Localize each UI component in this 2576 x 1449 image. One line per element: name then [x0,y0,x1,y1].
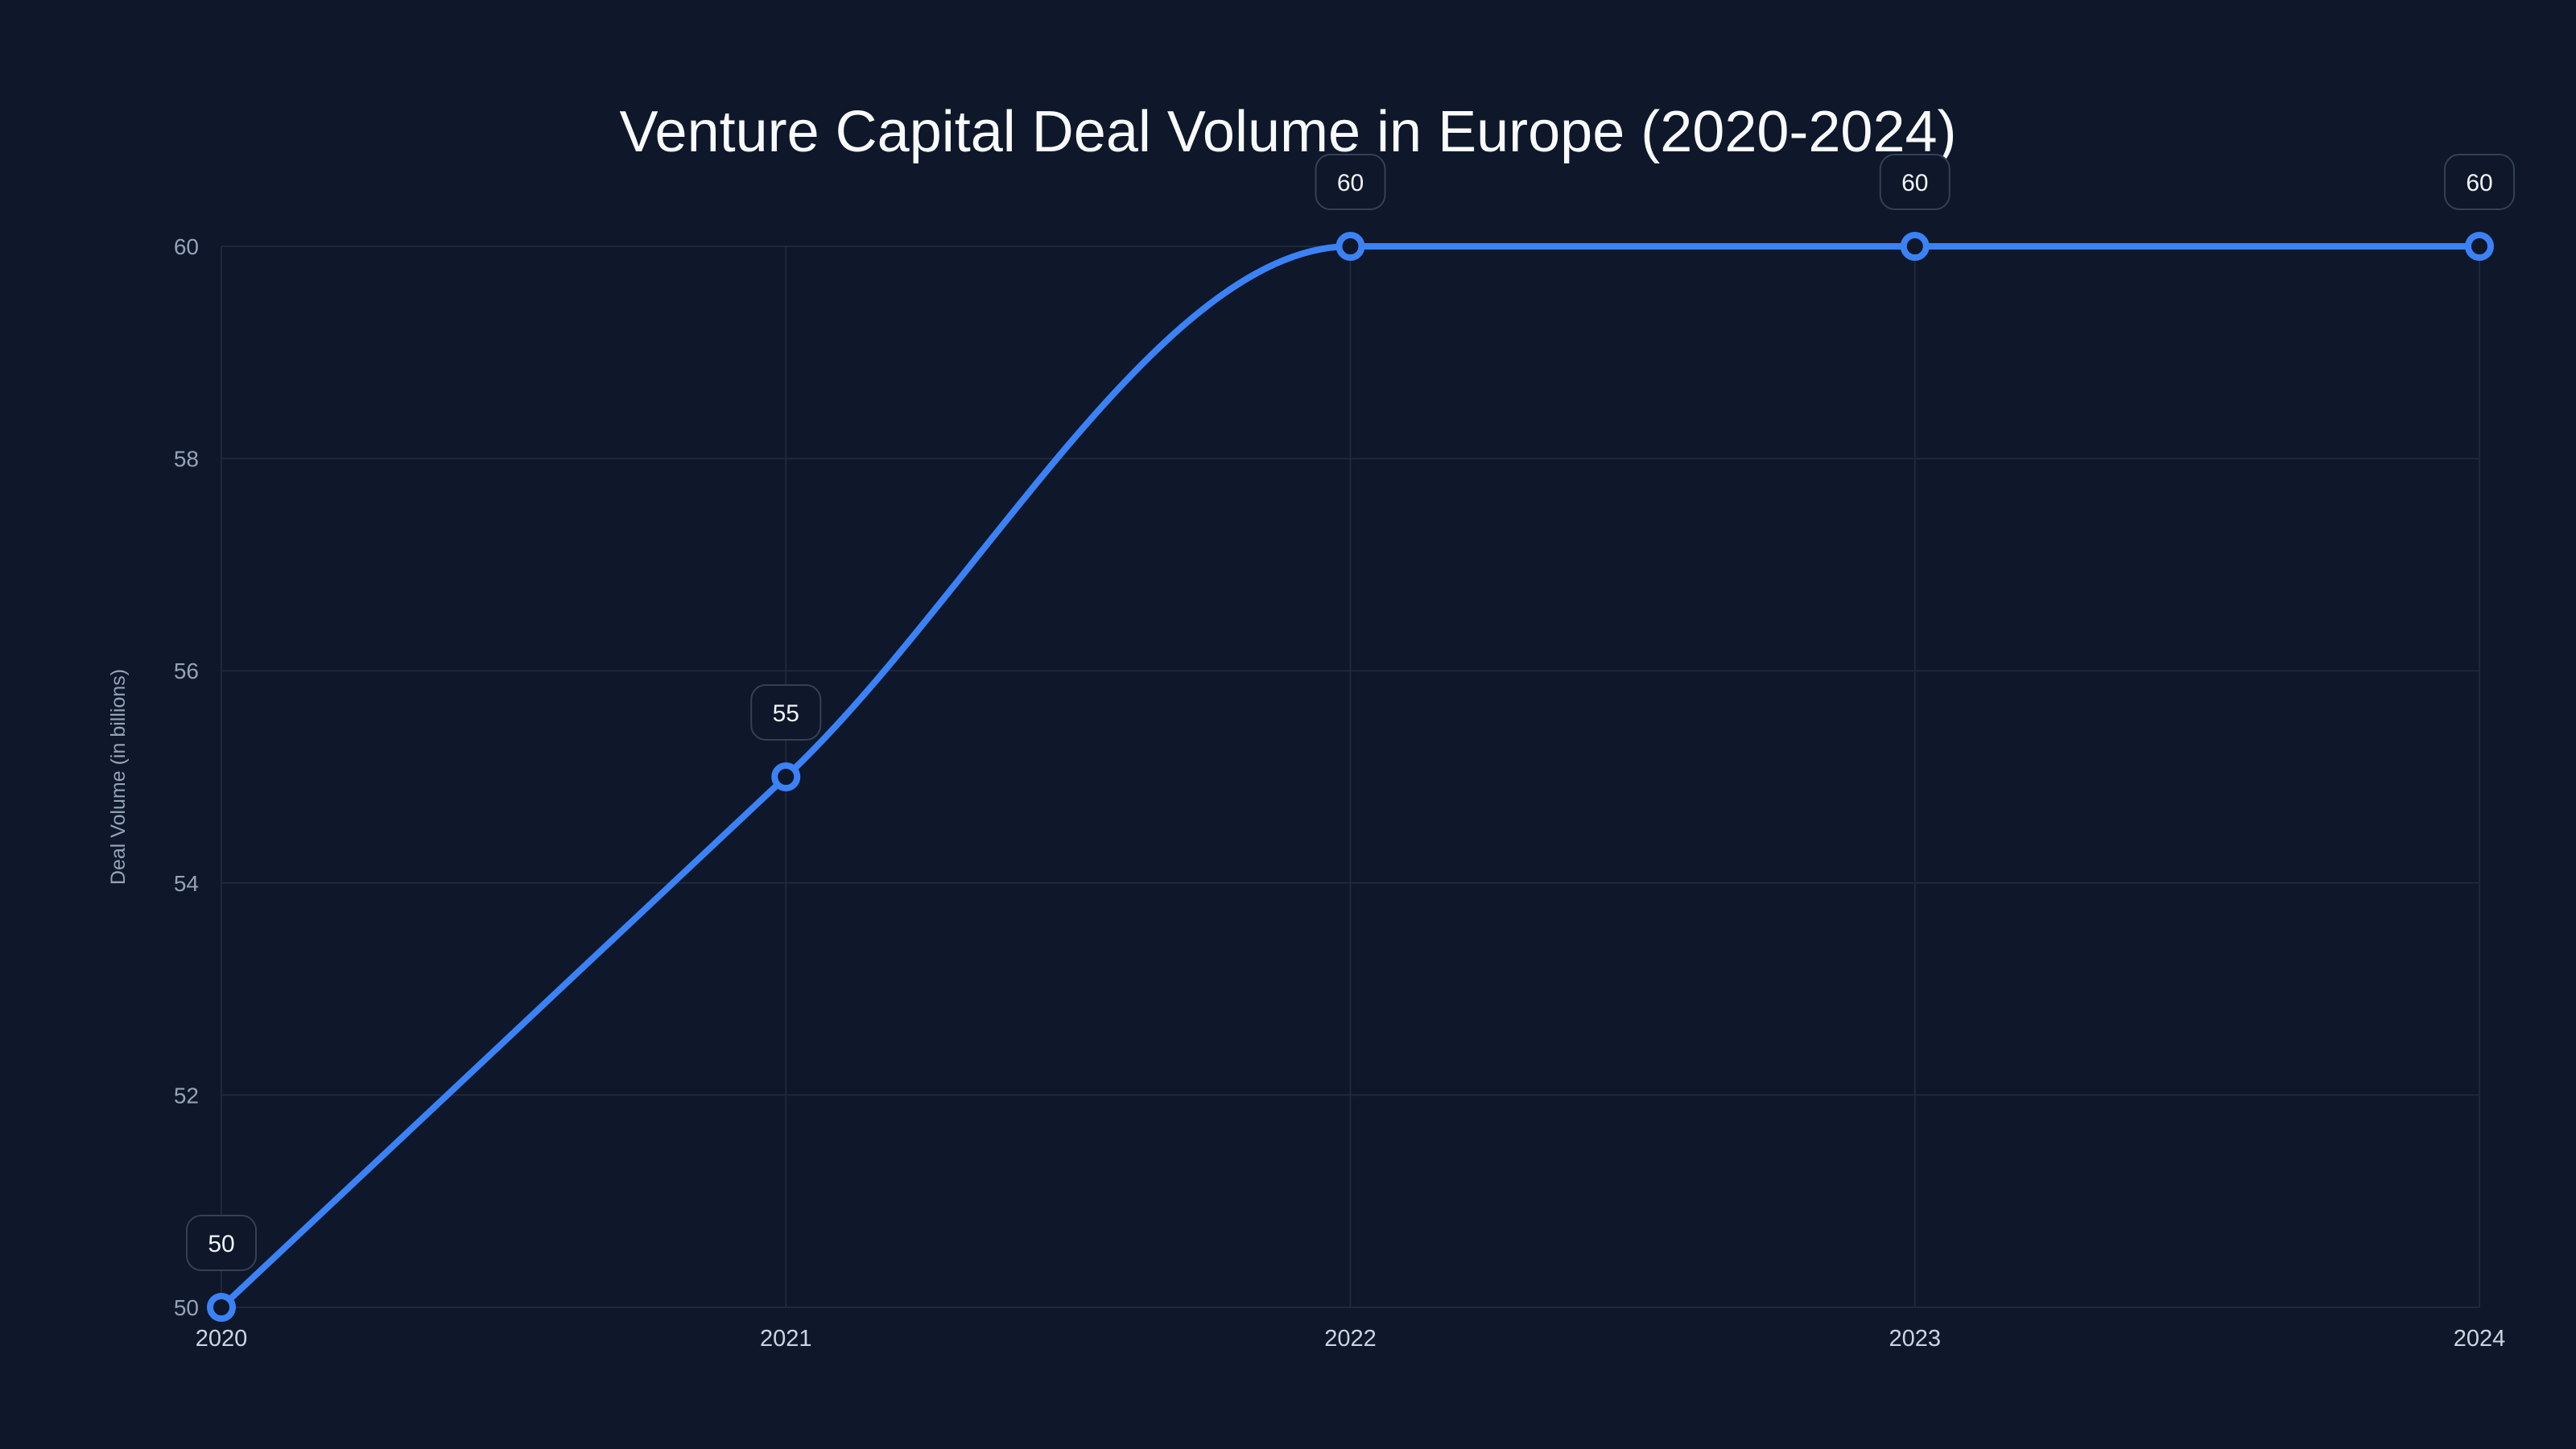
y-tick-label: 56 [174,658,199,683]
y-tick-label: 58 [174,447,199,472]
data-label: 60 [1879,154,1951,210]
data-label: 60 [2444,154,2515,210]
series-line [219,242,2479,1310]
x-tick-label: 2023 [1889,1326,1941,1352]
y-tick-label: 60 [174,234,199,259]
data-point[interactable] [207,1293,236,1322]
x-tick-label: 2024 [2454,1326,2506,1352]
x-tick-label: 2021 [760,1326,812,1352]
y-axis-label: Deal Volume (in billions) [107,669,130,885]
data-label-box [1879,154,1951,210]
y-tick-label: 54 [174,871,199,896]
x-tick-label: 2022 [1324,1326,1377,1352]
x-tick-label: 2020 [196,1326,248,1352]
data-label-text: 60 [2466,170,2492,196]
data-label-box [2444,154,2515,210]
data-point[interactable] [771,762,801,791]
data-label-text: 55 [773,700,799,727]
data-label-box [1315,154,1386,210]
y-tick-label: 52 [174,1083,199,1108]
data-label: 50 [186,1215,257,1271]
data-point[interactable] [2465,232,2494,261]
data-label-text: 60 [1901,170,1928,196]
data-label-text: 60 [1337,170,1364,196]
data-label-box [186,1215,257,1271]
data-label: 60 [1315,154,1386,210]
data-label: 55 [750,684,822,741]
data-label-text: 50 [208,1231,234,1257]
data-label-box [750,684,822,741]
y-tick-label: 50 [174,1295,199,1320]
data-point[interactable] [1900,232,1930,261]
data-point[interactable] [1335,232,1365,261]
chart-title: Venture Capital Deal Volume in Europe (2… [619,100,1956,164]
